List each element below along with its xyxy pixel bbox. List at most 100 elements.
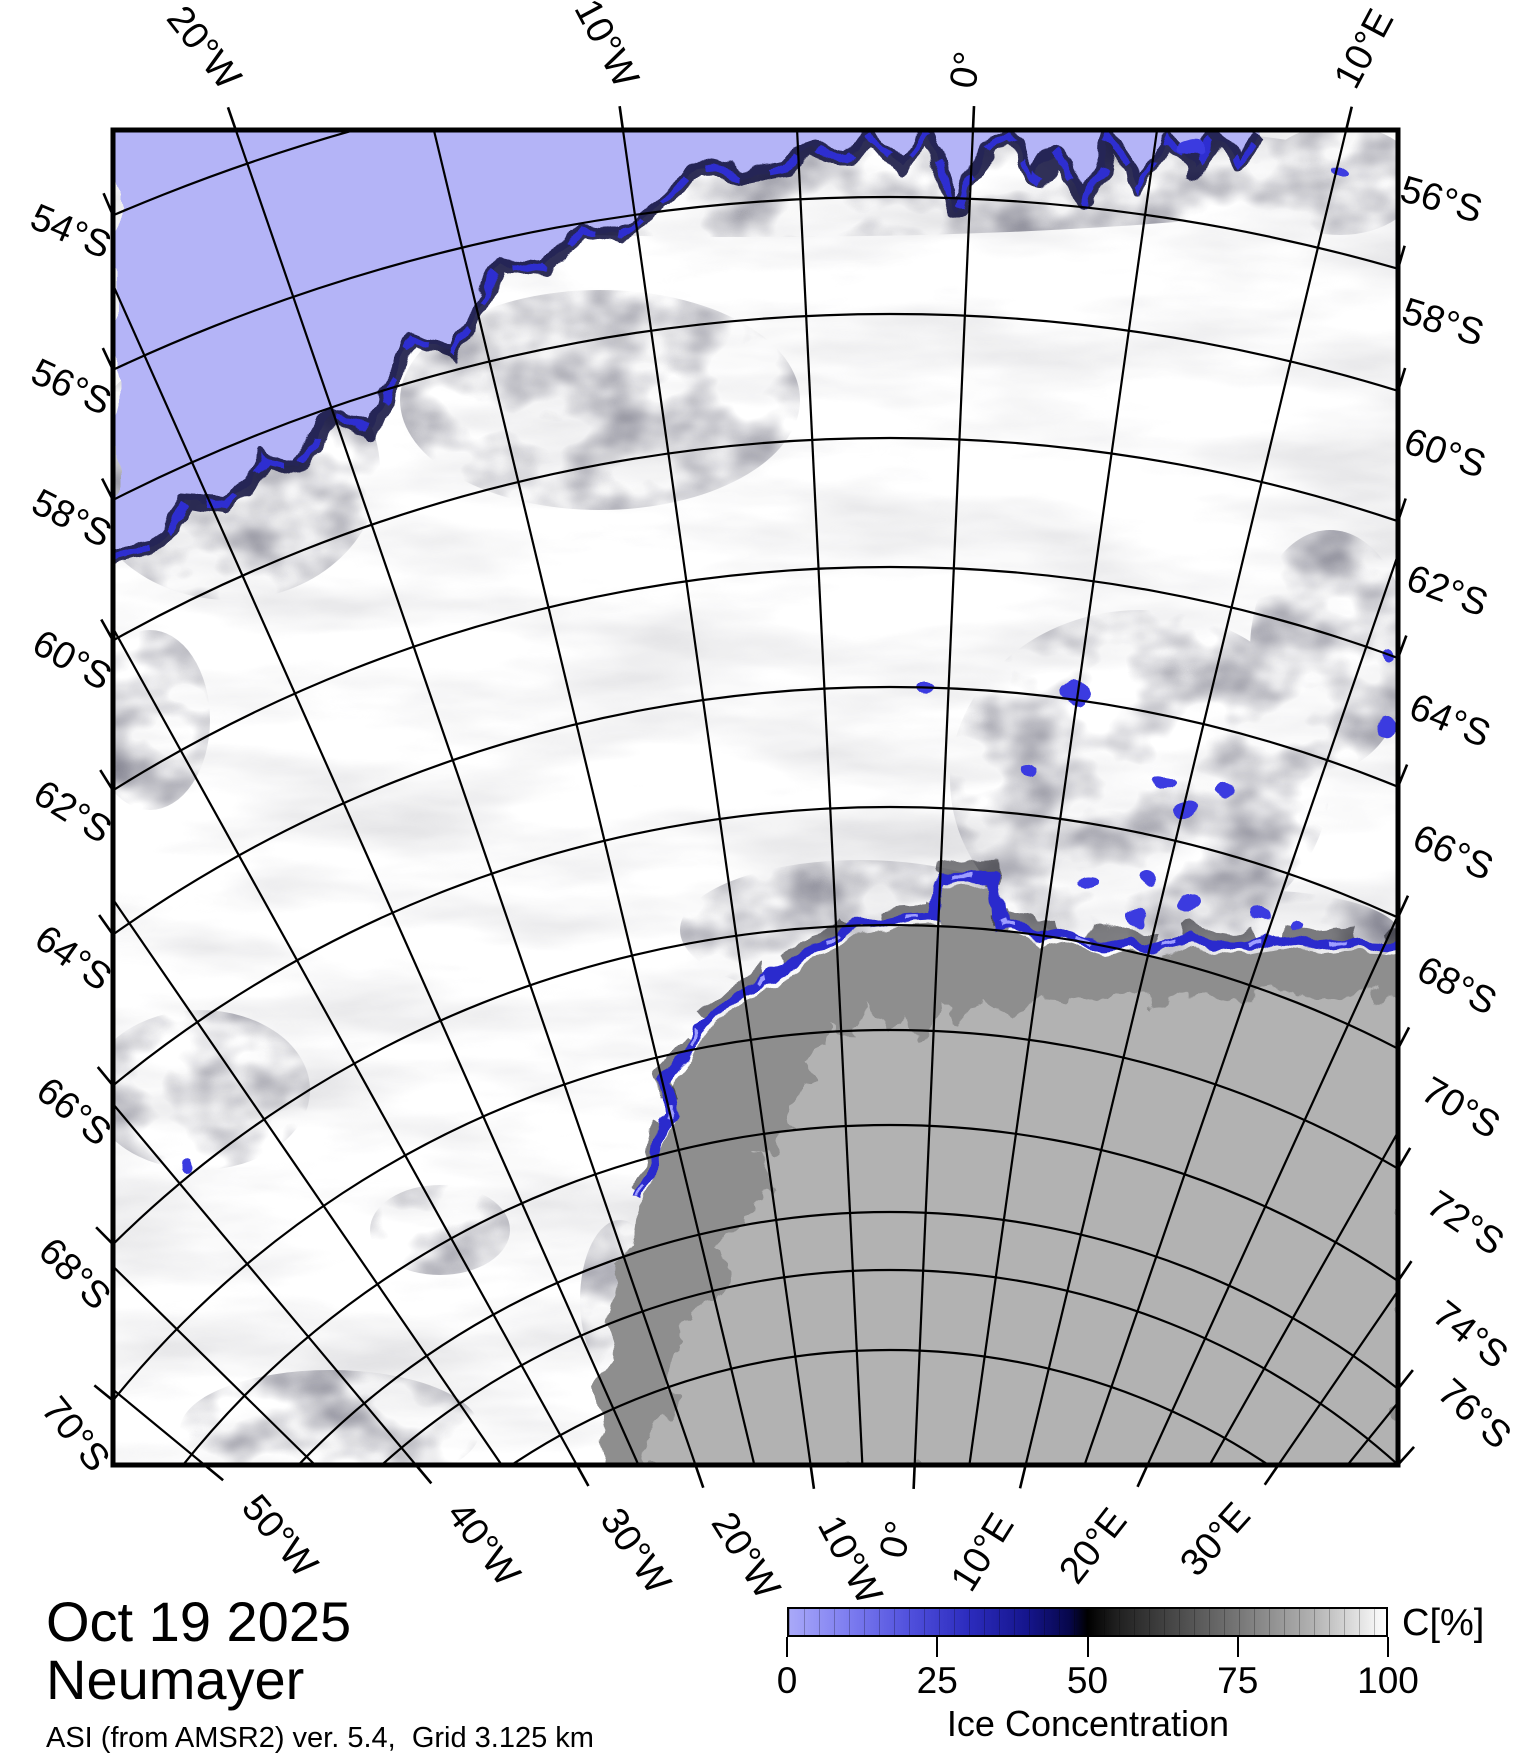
lon-label-bottom: 20°E: [1051, 1501, 1135, 1592]
colorbar-tick-label: 100: [1357, 1660, 1419, 1701]
graticule-tick: [1136, 1464, 1149, 1488]
mottle-patch: [400, 290, 800, 510]
blue-pocket: [1020, 758, 1040, 772]
lon-label-top: 20°W: [158, 0, 249, 98]
parallel-line: [113, 566, 1398, 792]
mottle-patch: [113, 630, 210, 810]
graticule-tick: [618, 106, 625, 131]
colorbar-title: Ice Concentration: [946, 1703, 1230, 1744]
blue-pocket: [1126, 909, 1144, 921]
meridian-line: [1146, 912, 1398, 1465]
graticule-tick: [971, 105, 976, 131]
graticule-tick: [1344, 106, 1354, 131]
mottle-patch: [113, 1010, 310, 1170]
meridian-line: [113, 897, 504, 1465]
lon-label-top: 0°: [942, 49, 990, 92]
meridian-line: [795, 130, 864, 1465]
land-interior: [643, 992, 1398, 1465]
blue-pocket: [1176, 897, 1204, 913]
lat-label-left: 68°S: [30, 1230, 118, 1318]
graticule-tick: [694, 1464, 705, 1489]
lon-label-bottom: 30°W: [592, 1501, 679, 1602]
lat-label-left: 54°S: [24, 196, 117, 267]
graticule-tick: [98, 914, 115, 936]
graticule-tick: [226, 106, 238, 131]
lat-label-right: 56°S: [1396, 168, 1487, 231]
parallel-line: [113, 313, 1398, 502]
lat-label-right: 66°S: [1407, 817, 1500, 890]
lat-label-right: 62°S: [1401, 557, 1493, 625]
lon-label-bottom: 20°W: [703, 1505, 788, 1607]
graticule-tick: [93, 1384, 114, 1402]
graticule-tick: [95, 1226, 114, 1246]
lat-label-right: 60°S: [1399, 421, 1491, 487]
blue-pocket: [1156, 777, 1174, 789]
graticule-tick: [1263, 1464, 1280, 1486]
meridian-line: [1083, 551, 1398, 1465]
colorbar-tick-label: 75: [1217, 1660, 1259, 1701]
lat-label-left: 60°S: [25, 622, 118, 699]
lat-label-left: 66°S: [28, 1069, 119, 1154]
lon-label-bottom: 10°E: [943, 1506, 1023, 1598]
lon-label-bottom: 0°: [872, 1517, 922, 1562]
mottle-patch: [1250, 530, 1398, 770]
date-label: Oct 19 2025: [46, 1590, 352, 1653]
tick-marks: [93, 105, 1416, 1490]
graticule-tick: [1397, 1446, 1416, 1466]
lat-label-right: 68°S: [1410, 948, 1503, 1023]
meridian-line: [913, 130, 975, 1465]
blue-pocket: [1172, 804, 1198, 820]
meridian-line: [113, 625, 579, 1465]
blue-pocket: [1139, 873, 1161, 887]
graticule-tick: [100, 478, 115, 501]
mottle-patch: [1260, 130, 1398, 235]
open-water: [113, 130, 1258, 558]
parallel-line: [113, 806, 1398, 1088]
graticule-tick: [912, 1464, 916, 1490]
parallel-line: [380, 1269, 1398, 1465]
meridian-line: [113, 1102, 418, 1465]
parallel-line: [510, 1349, 1270, 1465]
graticule-tick: [1018, 1464, 1027, 1489]
graticule-tick: [809, 1464, 816, 1489]
graticule-tick: [1396, 635, 1408, 659]
graticule-tick: [203, 1463, 224, 1482]
polynya-bright-spots: [635, 871, 1398, 1202]
colorbar: [787, 1607, 1388, 1637]
parallel-line: [181, 1124, 1398, 1465]
lat-label-left: 62°S: [26, 772, 118, 852]
graticule-tick: [1396, 1369, 1414, 1390]
graticule-tick: [1396, 367, 1407, 392]
lat-label-right: 70°S: [1414, 1069, 1507, 1147]
parallel-line: [113, 196, 1398, 372]
graticule-tick: [1396, 1026, 1411, 1050]
graticule-tick: [99, 769, 115, 792]
meridian-line: [234, 130, 697, 1465]
lat-label-right: 76°S: [1429, 1371, 1518, 1458]
blue-pocket: [1250, 909, 1270, 921]
colorbar-tick: [1387, 1637, 1389, 1657]
graticule-tick: [1396, 764, 1409, 788]
parallel-line: [113, 437, 1398, 642]
map-frame: [110, 127, 1401, 1468]
graticule-tick: [414, 1464, 433, 1485]
blue-pocket: [1291, 919, 1309, 931]
graticule-tick: [1396, 1260, 1413, 1282]
parallel-line: [113, 686, 1398, 937]
meridian-line: [113, 282, 640, 1465]
blue-pocket: [181, 1154, 195, 1172]
lon-label-bottom: 50°W: [233, 1487, 325, 1586]
graticule-tick: [1396, 498, 1407, 522]
lon-label-bottom: 30°E: [1172, 1495, 1259, 1585]
colorbar-gradient: [789, 1609, 1386, 1635]
blue-pocket: [1373, 715, 1391, 735]
colorbar-tick: [936, 1637, 939, 1657]
lon-label-bottom: 40°W: [438, 1494, 528, 1594]
lon-label-top: 10°E: [1326, 2, 1402, 95]
graticule-tick: [100, 618, 115, 642]
mottle-patch: [180, 1370, 480, 1465]
lat-label-right: 74°S: [1425, 1293, 1516, 1377]
lat-label-left: 58°S: [25, 481, 118, 556]
